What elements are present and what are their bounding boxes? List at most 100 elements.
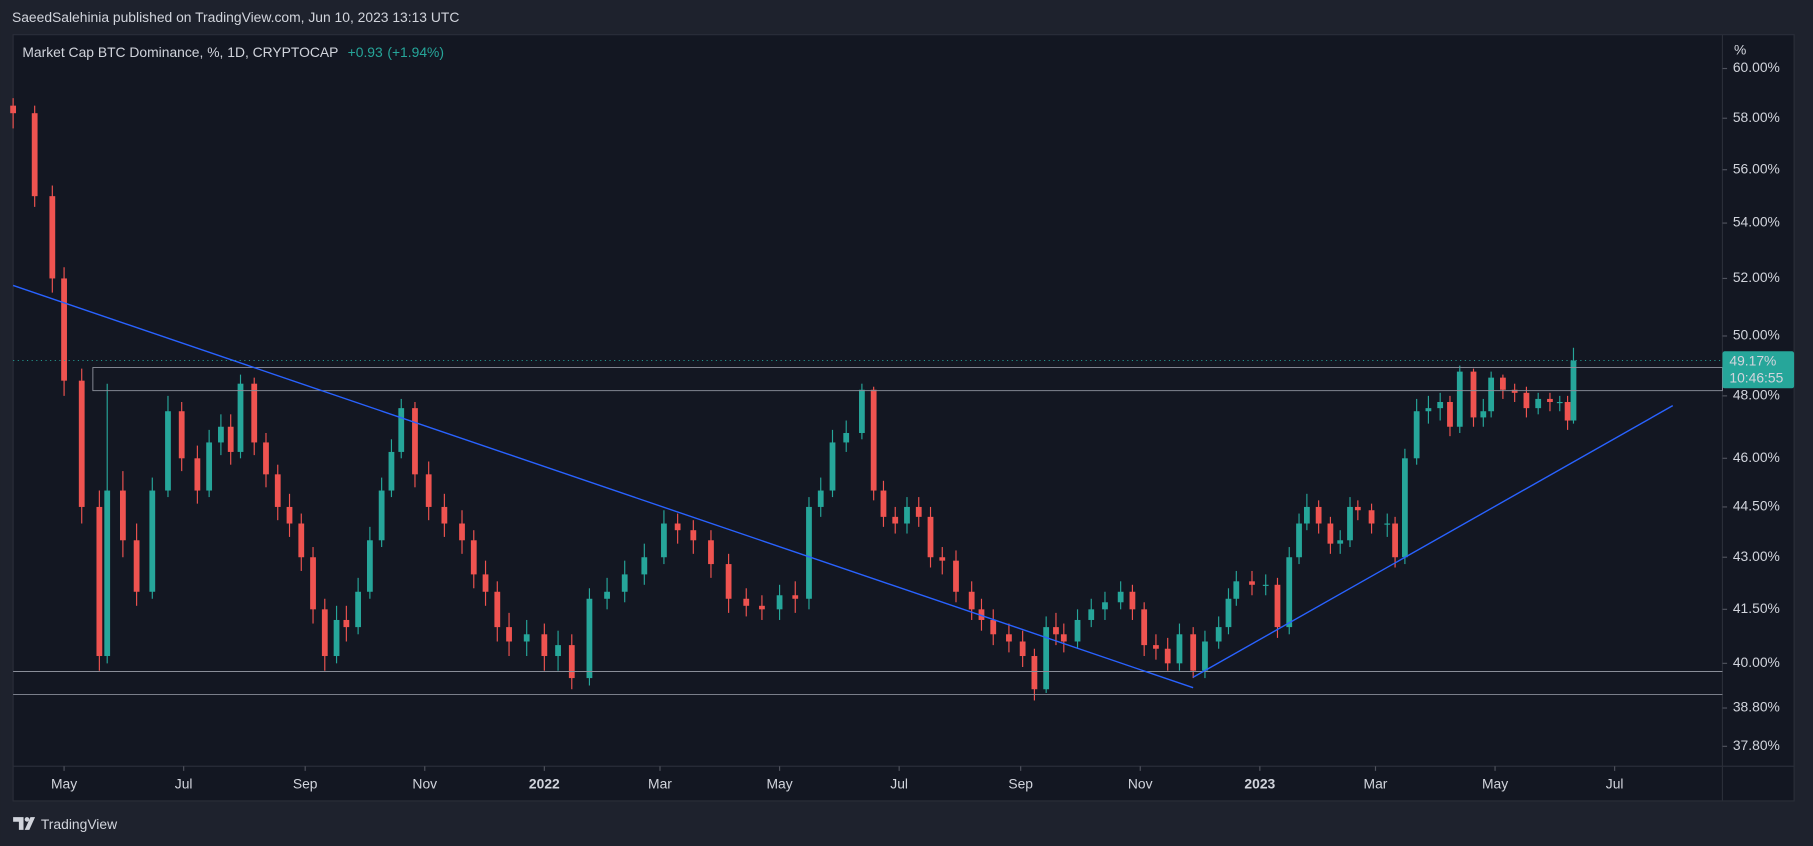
candle-body	[425, 474, 432, 507]
candle-body	[1176, 634, 1183, 664]
candle-body	[604, 591, 610, 599]
candle-body	[1303, 506, 1310, 524]
candle-body	[1368, 510, 1375, 524]
brand-logo	[13, 817, 36, 830]
candle-body	[10, 105, 17, 114]
candle-body	[104, 490, 111, 657]
candle-body	[1523, 392, 1530, 409]
candle-body	[541, 634, 548, 657]
x-tick-label: Mar	[648, 775, 672, 791]
candle-body	[310, 557, 316, 610]
candle-body	[133, 540, 140, 592]
unit-label: %	[1734, 42, 1746, 58]
x-tick-label: Mar	[1364, 775, 1388, 791]
symbol-title: Market Cap BTC Dominance, %, 1D, CRYPTOC…	[22, 44, 338, 60]
candle-body	[690, 530, 697, 541]
candle-body	[1535, 398, 1542, 409]
candle-body	[355, 591, 362, 628]
candle-body	[1447, 401, 1453, 427]
candle-body	[1354, 506, 1361, 511]
candle-body	[555, 645, 561, 657]
last-price-label: 49.17%	[1729, 352, 1776, 368]
logo-icon	[13, 817, 36, 830]
candle-body	[343, 619, 350, 628]
chart-panel	[12, 34, 1795, 802]
y-tick-label: 46.00%	[1733, 449, 1780, 465]
candle-body	[218, 426, 224, 443]
candle-body	[953, 560, 959, 592]
candle-body	[388, 451, 395, 491]
candle-body	[725, 564, 732, 599]
legend: Market Cap BTC Dominance, %, 1D, CRYPTOC…	[22, 44, 444, 60]
candle-body	[378, 490, 385, 541]
candle-body	[743, 598, 750, 606]
trend-line	[12, 284, 1194, 689]
y-tick-label: 50.00%	[1733, 327, 1780, 343]
candle-body	[206, 442, 213, 491]
candle-body	[1384, 523, 1391, 525]
candle-body	[759, 605, 765, 610]
candle-body	[119, 490, 126, 541]
candle-body	[1347, 506, 1353, 541]
x-tick-label: 2022	[529, 775, 560, 791]
candle-body	[1262, 584, 1269, 586]
candle-body	[817, 490, 824, 507]
candle-body	[829, 442, 836, 491]
candle-body	[1190, 634, 1197, 671]
candle-body	[859, 389, 865, 434]
candle-body	[49, 196, 56, 279]
candle-body	[1233, 581, 1240, 599]
candle-body	[1315, 506, 1322, 524]
y-tick-label: 56.00%	[1733, 160, 1780, 176]
y-tick-label: 43.00%	[1733, 548, 1780, 564]
candle-body	[1102, 602, 1108, 610]
candle-body	[494, 591, 501, 628]
brand: TradingView	[41, 816, 118, 832]
candle-body	[880, 490, 887, 517]
candle-body	[568, 645, 575, 679]
change: +0.93	[348, 44, 383, 60]
candle-body	[1470, 371, 1477, 418]
candle-body	[482, 574, 489, 592]
candle-body	[149, 490, 156, 592]
candle-body	[1088, 609, 1095, 620]
logo-dot	[24, 817, 30, 822]
candle-body	[870, 389, 877, 491]
change-percent: (+1.94%)	[387, 44, 444, 60]
candle-body	[1547, 398, 1553, 402]
candle-body	[1164, 648, 1171, 664]
candle-body	[1060, 634, 1067, 642]
candle-body	[1480, 411, 1487, 418]
candle-body	[523, 634, 530, 642]
candle-body	[776, 595, 783, 610]
y-tick-label: 37.80%	[1733, 737, 1780, 753]
candle-body	[1202, 641, 1208, 671]
candle-body	[263, 442, 269, 475]
candle-body	[674, 523, 681, 531]
x-tick-label: May	[51, 775, 77, 791]
y-tick-label: 38.80%	[1733, 699, 1780, 715]
candle-body	[1456, 371, 1463, 427]
candle-body	[1043, 627, 1050, 690]
plot	[10, 98, 1577, 701]
y-tick-label: 54.00%	[1733, 214, 1780, 230]
candle-body	[1392, 523, 1398, 558]
candle-body	[237, 383, 244, 452]
candle-body	[1153, 645, 1159, 649]
countdown: 10:46:55	[1729, 370, 1783, 386]
candle-body	[927, 516, 934, 558]
last-price-tag	[1722, 351, 1795, 389]
candle-body	[470, 540, 477, 575]
candle-body	[586, 598, 593, 679]
candle-body	[1564, 401, 1571, 421]
candle-body	[274, 474, 281, 507]
candle-body	[298, 523, 305, 558]
candle-body	[968, 591, 975, 610]
candle-body	[194, 458, 201, 491]
x-tick-label: Jul	[175, 775, 193, 791]
candle-body	[1511, 389, 1518, 393]
candle-body	[939, 557, 946, 561]
candle-body	[1413, 411, 1420, 459]
candle-body	[708, 540, 714, 565]
